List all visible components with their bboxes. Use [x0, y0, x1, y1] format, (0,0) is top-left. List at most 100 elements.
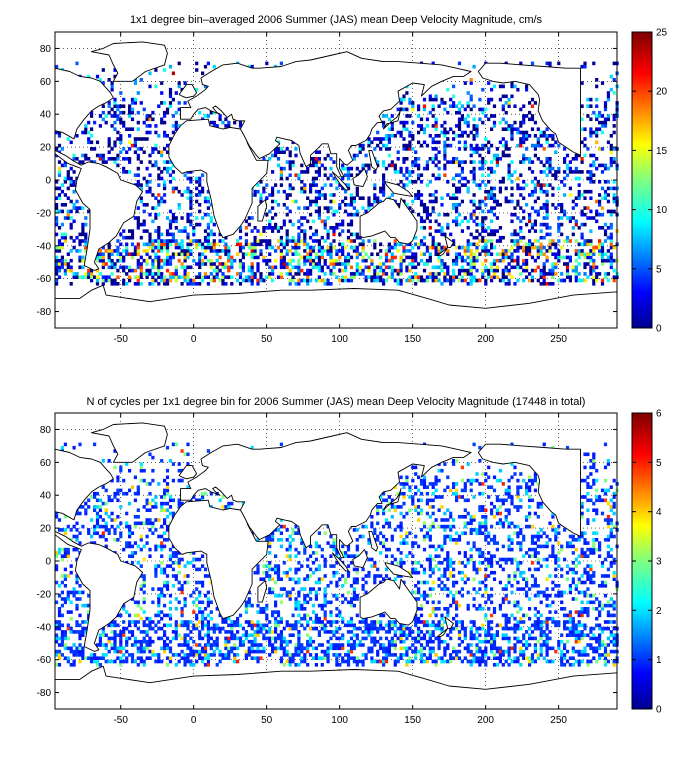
data-cell: [566, 216, 569, 220]
data-cell: [160, 502, 163, 506]
data-cell: [289, 259, 292, 263]
data-cell: [184, 653, 187, 657]
data-cell: [499, 252, 502, 256]
data-cell: [534, 190, 537, 194]
data-cell: [543, 282, 546, 286]
data-cell: [163, 114, 166, 118]
data-cell: [64, 177, 67, 181]
data-cell: [148, 453, 151, 457]
data-cell: [213, 249, 216, 253]
data-cell: [563, 213, 566, 217]
data-cell: [303, 243, 306, 247]
data-cell: [429, 259, 432, 263]
data-cell: [128, 275, 131, 279]
data-cell: [292, 577, 295, 581]
data-cell: [277, 203, 280, 207]
data-cell: [271, 216, 274, 220]
data-cell: [73, 650, 76, 654]
data-cell: [548, 167, 551, 171]
data-cell: [324, 656, 327, 660]
data-cell: [99, 252, 102, 256]
data-cell: [195, 604, 198, 608]
colorbar-tick-label: 0: [656, 324, 662, 335]
data-cell: [508, 249, 511, 253]
data-cell: [595, 104, 598, 108]
data-cell: [446, 279, 449, 283]
data-cell: [271, 206, 274, 210]
data-cell: [341, 660, 344, 664]
data-cell: [537, 127, 540, 131]
data-cell: [280, 660, 283, 664]
data-cell: [356, 252, 359, 256]
data-cell: [318, 656, 321, 660]
data-cell: [195, 624, 198, 628]
data-cell: [128, 469, 131, 473]
data-cell: [379, 647, 382, 651]
data-cell: [119, 535, 122, 539]
data-cell: [493, 272, 496, 276]
data-cell: [554, 177, 557, 181]
data-cell: [160, 259, 163, 263]
data-cell: [601, 226, 604, 230]
data-cell: [122, 229, 125, 233]
data-cell: [128, 252, 131, 256]
data-cell: [435, 196, 438, 200]
data-cell: [163, 545, 166, 549]
data-cell: [280, 443, 283, 447]
data-cell: [221, 620, 224, 624]
data-cell: [148, 518, 151, 522]
data-cell: [540, 243, 543, 247]
data-cell: [510, 180, 513, 184]
data-cell: [362, 660, 365, 664]
data-cell: [324, 594, 327, 598]
data-cell: [67, 137, 70, 141]
data-cell: [598, 203, 601, 207]
data-cell: [455, 252, 458, 256]
data-cell: [84, 216, 87, 220]
data-cell: [493, 229, 496, 233]
data-cell: [286, 266, 289, 270]
data-cell: [108, 279, 111, 283]
data-cell: [297, 272, 300, 276]
data-cell: [259, 610, 262, 614]
data-cell: [105, 262, 108, 266]
data-cell: [592, 160, 595, 164]
data-cell: [268, 252, 271, 256]
data-cell: [373, 640, 376, 644]
data-cell: [181, 584, 184, 588]
data-cell: [122, 620, 125, 624]
data-cell: [245, 279, 248, 283]
data-cell: [356, 614, 359, 618]
data-cell: [242, 643, 245, 647]
data-cell: [289, 239, 292, 243]
data-cell: [575, 252, 578, 256]
data-cell: [353, 633, 356, 637]
data-cell: [116, 624, 119, 628]
data-cell: [359, 627, 362, 631]
data-cell: [543, 134, 546, 138]
data-cell: [280, 266, 283, 270]
data-cell: [154, 144, 157, 148]
data-cell: [227, 647, 230, 651]
data-cell: [151, 111, 154, 115]
data-cell: [233, 633, 236, 637]
data-cell: [70, 141, 73, 145]
data-cell: [300, 279, 303, 283]
data-cell: [294, 581, 297, 585]
data-cell: [292, 187, 295, 191]
data-cell: [367, 203, 370, 207]
data-cell: [312, 180, 315, 184]
data-cell: [589, 269, 592, 273]
data-cell: [522, 279, 525, 283]
data-cell: [610, 246, 613, 250]
data-cell: [575, 157, 578, 161]
data-cell: [438, 173, 441, 177]
data-cell: [473, 279, 476, 283]
data-cell: [242, 246, 245, 250]
data-cell: [137, 275, 140, 279]
data-cell: [163, 604, 166, 608]
data-cell: [604, 121, 607, 125]
data-cell: [543, 203, 546, 207]
data-cell: [332, 545, 335, 549]
data-cell: [70, 528, 73, 532]
